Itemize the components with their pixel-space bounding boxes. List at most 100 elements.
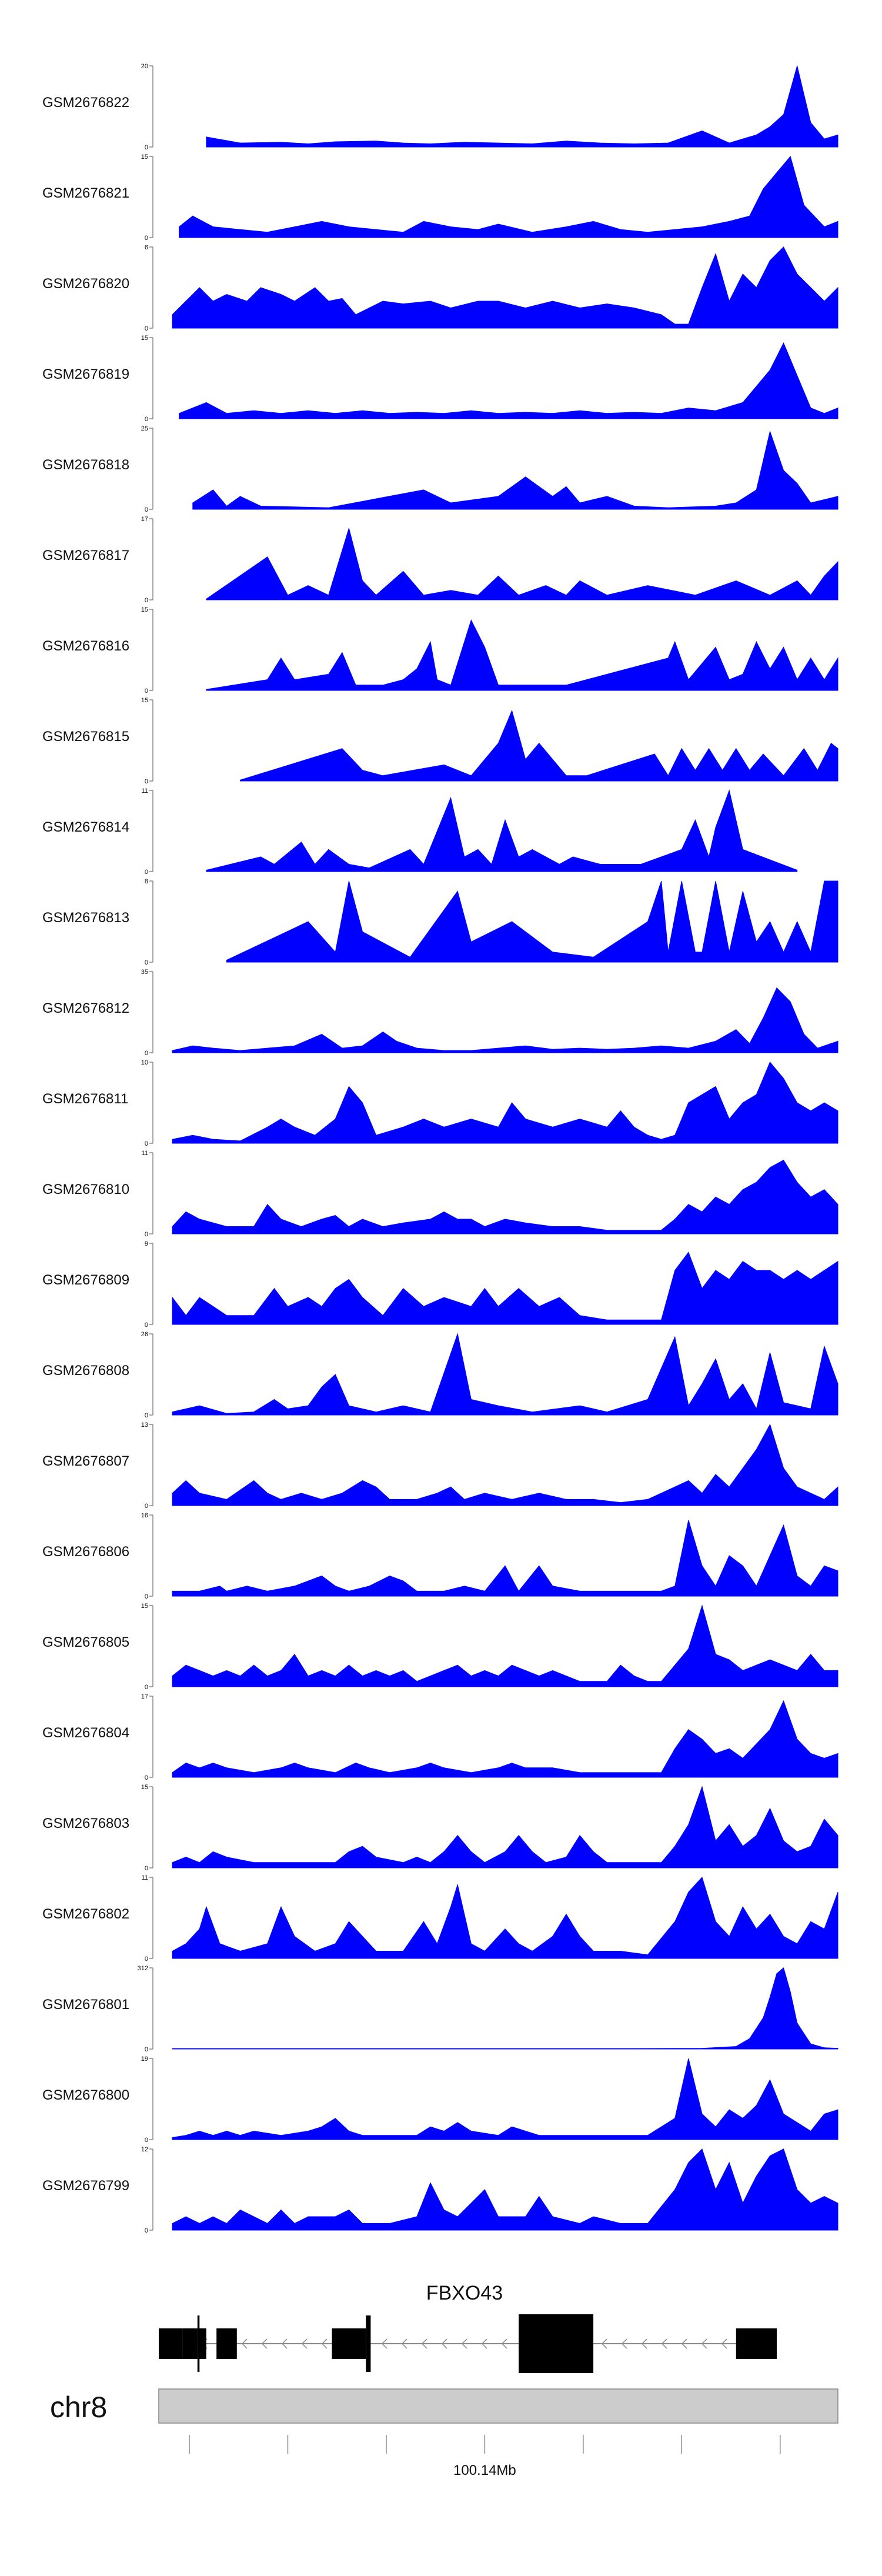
- strand-arrow: [701, 2338, 707, 2349]
- track-GSM2676815: GSM2676815 15 0: [42, 697, 838, 785]
- signal-area: [172, 1700, 838, 1778]
- track-GSM2676821: GSM2676821 15 0: [42, 154, 838, 242]
- y-tick-label-min: 0: [145, 1322, 148, 1329]
- track-label: GSM2676800: [42, 2087, 129, 2103]
- y-tick-label-min: 0: [145, 2137, 148, 2144]
- signal-area: [226, 880, 838, 963]
- gene-model-track: FBXO43: [159, 2282, 777, 2373]
- signal-area: [172, 1252, 838, 1325]
- y-tick-label-max: 312: [138, 1965, 148, 1972]
- y-tick-label-max: 11: [142, 1874, 148, 1881]
- chromosome-ideogram: chr8 100.14Mb: [50, 2388, 838, 2478]
- track-label: GSM2676820: [42, 276, 129, 292]
- exon: [197, 2328, 206, 2359]
- strand-arrow: [461, 2338, 467, 2349]
- y-tick-label-min: 0: [145, 1231, 148, 1238]
- y-tick-label-min: 0: [145, 1956, 148, 1963]
- y-tick-label-max: 17: [141, 1693, 148, 1700]
- track-label: GSM2676801: [42, 1997, 129, 2013]
- y-tick-label-min: 0: [145, 1140, 148, 1147]
- coordinate-label: 100.14Mb: [453, 2462, 516, 2478]
- y-tick-label-min: 0: [145, 778, 148, 785]
- y-tick-label-min: 0: [145, 235, 148, 242]
- track-GSM2676802: GSM2676802 11 0: [42, 1874, 838, 1963]
- strand-arrow: [441, 2338, 447, 2349]
- track-label: GSM2676812: [42, 1000, 129, 1016]
- y-tick-label-min: 0: [145, 144, 148, 151]
- signal-area: [179, 342, 838, 419]
- strand-arrow: [601, 2338, 607, 2349]
- track-label: GSM2676803: [42, 1816, 129, 1831]
- track-label: GSM2676814: [42, 819, 129, 835]
- y-tick-label-min: 0: [145, 2046, 148, 2053]
- signal-tracks: GSM2676822200GSM2676821150GSM267682060GS…: [42, 63, 838, 2234]
- track-GSM2676804: GSM2676804 17 0: [42, 1693, 838, 1781]
- strand-arrow: [721, 2338, 727, 2349]
- strand-arrow: [661, 2338, 667, 2349]
- y-tick-label-max: 19: [141, 2056, 148, 2063]
- track-label: GSM2676815: [42, 729, 129, 745]
- strand-arrow: [381, 2338, 387, 2349]
- y-tick-label-min: 0: [145, 1684, 148, 1691]
- y-tick-label-min: 0: [145, 416, 148, 423]
- track-GSM2676808: GSM2676808 26 0: [42, 1331, 838, 1419]
- exon: [182, 2328, 198, 2359]
- y-tick-label-min: 0: [145, 1050, 148, 1057]
- track-GSM2676809: GSM2676809 9 0: [42, 1240, 838, 1329]
- strand-arrow: [401, 2338, 407, 2349]
- signal-area: [206, 619, 838, 691]
- track-label: GSM2676821: [42, 185, 129, 201]
- y-tick-label-min: 0: [145, 688, 148, 695]
- strand-arrow: [501, 2338, 507, 2349]
- strand-arrow: [681, 2338, 687, 2349]
- track-GSM2676807: GSM2676807 13 0: [42, 1422, 838, 1510]
- track-GSM2676800: GSM2676800 19 0: [42, 2056, 838, 2144]
- strand-arrow: [261, 2338, 268, 2349]
- strand-arrow: [301, 2338, 308, 2349]
- signal-area: [240, 709, 838, 782]
- track-label: GSM2676805: [42, 1634, 129, 1650]
- track-label: GSM2676817: [42, 548, 129, 563]
- y-tick-label-max: 26: [141, 1331, 148, 1338]
- y-tick-label-min: 0: [145, 959, 148, 966]
- track-GSM2676817: GSM2676817 17 0: [42, 516, 838, 604]
- track-GSM2676819: GSM2676819 15 0: [42, 335, 838, 423]
- track-GSM2676820: GSM2676820 6 0: [42, 244, 838, 332]
- strand-arrow: [321, 2338, 328, 2349]
- signal-area: [172, 1967, 838, 2050]
- signal-area: [172, 246, 838, 329]
- track-GSM2676812: GSM2676812 35 0: [42, 969, 838, 1057]
- track-label: GSM2676813: [42, 910, 129, 926]
- signal-area: [172, 2058, 838, 2140]
- track-GSM2676814: GSM2676814 11 0: [42, 788, 798, 876]
- signal-area: [172, 987, 838, 1053]
- track-label: GSM2676808: [42, 1363, 129, 1379]
- signal-area: [172, 1159, 838, 1234]
- y-tick-label-max: 8: [145, 878, 148, 885]
- y-tick-label-min: 0: [145, 869, 148, 876]
- track-GSM2676803: GSM2676803 15 0: [42, 1784, 838, 1872]
- strand-arrow: [621, 2338, 627, 2349]
- track-label: GSM2676804: [42, 1725, 129, 1741]
- track-label: GSM2676809: [42, 1272, 129, 1288]
- signal-area: [172, 1877, 838, 1959]
- track-label: GSM2676822: [42, 95, 129, 111]
- track-label: GSM2676816: [42, 638, 129, 654]
- track-GSM2676805: GSM2676805 15 0: [42, 1603, 838, 1691]
- strand-arrow: [641, 2338, 647, 2349]
- signal-area: [172, 1423, 838, 1506]
- track-GSM2676816: GSM2676816 15 0: [42, 606, 838, 695]
- signal-area: [172, 1604, 838, 1687]
- y-tick-label-min: 0: [145, 325, 148, 332]
- signal-area: [192, 430, 838, 510]
- track-GSM2676799: GSM2676799 12 0: [42, 2146, 838, 2234]
- signal-area: [179, 155, 838, 238]
- y-tick-label-max: 35: [141, 969, 148, 976]
- signal-area: [172, 2148, 838, 2231]
- y-tick-label-max: 6: [145, 244, 148, 251]
- strand-arrow: [241, 2338, 248, 2349]
- y-tick-label-max: 15: [141, 1603, 148, 1610]
- y-tick-label-min: 0: [145, 1503, 148, 1510]
- strand-arrow: [281, 2338, 288, 2349]
- track-GSM2676813: GSM2676813 8 0: [42, 878, 838, 966]
